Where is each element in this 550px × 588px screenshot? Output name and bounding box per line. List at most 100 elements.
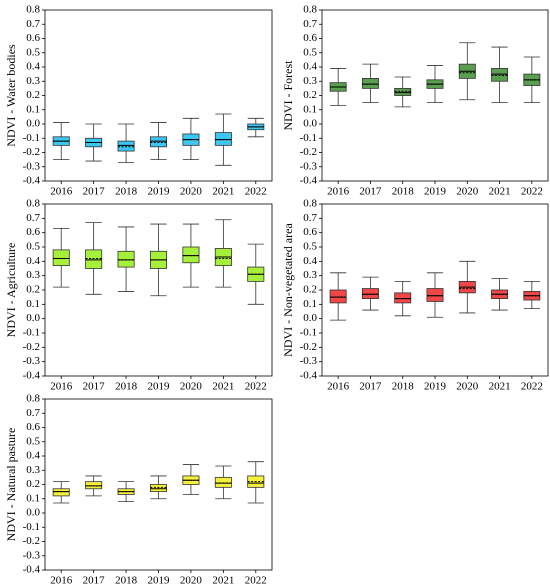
- y-tick-label: 0.8: [303, 198, 317, 210]
- y-tick-label: -0.4: [23, 175, 41, 187]
- box: [182, 246, 200, 264]
- x-tick-label: 2017: [83, 575, 106, 587]
- x-tick-label: 2019: [148, 186, 171, 198]
- y-tick-label: 0.2: [303, 89, 317, 101]
- y-tick-label: 0.8: [303, 4, 317, 16]
- y-tick-label: 0.6: [303, 32, 317, 44]
- y-tick-label: 0.4: [26, 255, 40, 267]
- x-tick-label: 2020: [180, 575, 203, 587]
- y-tick-label: 0.0: [26, 118, 40, 130]
- y-tick-label: 0.8: [26, 4, 40, 16]
- x-tick-label: 2022: [245, 186, 267, 198]
- x-tick-label: 2022: [245, 575, 267, 587]
- y-tick-label: -0.1: [300, 327, 317, 339]
- y-tick-label: 0.8: [26, 198, 40, 210]
- y-tick-label: 0.7: [303, 212, 317, 224]
- x-tick-label: 2018: [392, 381, 415, 393]
- y-tick-label: 0.1: [303, 103, 317, 115]
- y-tick-label: 0.4: [303, 61, 317, 73]
- y-tick-label: 0.0: [26, 312, 40, 324]
- x-tick-label: 2016: [50, 575, 73, 587]
- box: [491, 68, 509, 82]
- y-axis-label: NDVI - Water bodies: [4, 44, 18, 147]
- y-tick-label: -0.1: [23, 132, 40, 144]
- y-axis-label: NDVI - Natural pasture: [4, 428, 18, 542]
- y-tick-label: 0.5: [26, 241, 40, 253]
- x-tick-label: 2017: [83, 186, 106, 198]
- box: [85, 481, 103, 490]
- box: [426, 288, 444, 302]
- y-tick-label: -0.3: [23, 549, 41, 561]
- y-tick-label: -0.4: [300, 370, 318, 382]
- y-tick-label: 0.8: [26, 393, 40, 405]
- y-tick-label: -0.2: [23, 146, 40, 158]
- y-tick-label: 0.7: [303, 18, 317, 30]
- y-tick-label: -0.1: [300, 132, 317, 144]
- x-tick-label: 2022: [521, 186, 543, 198]
- y-tick-label: 0.6: [26, 32, 40, 44]
- y-tick-label: 0.2: [303, 284, 317, 296]
- box: [361, 288, 379, 300]
- x-tick-label: 2018: [115, 575, 138, 587]
- y-tick-label: -0.4: [23, 370, 41, 382]
- y-tick-label: 0.3: [26, 75, 40, 87]
- y-tick-label: 0.3: [303, 75, 317, 87]
- x-tick-label: 2018: [392, 186, 415, 198]
- y-tick-label: 0.3: [26, 464, 40, 476]
- x-tick-label: 2020: [180, 186, 203, 198]
- x-tick-label: 2021: [489, 381, 511, 393]
- y-tick-label: -0.1: [23, 327, 40, 339]
- box: [52, 249, 70, 267]
- x-tick-label: 2016: [50, 186, 73, 198]
- x-tick-label: 2021: [212, 575, 234, 587]
- y-tick-label: -0.1: [23, 521, 40, 533]
- y-tick-label: 0.5: [303, 46, 317, 58]
- x-tick-label: 2019: [424, 186, 447, 198]
- y-tick-label: -0.2: [300, 341, 317, 353]
- x-tick-label: 2020: [456, 381, 479, 393]
- box: [85, 249, 103, 269]
- y-tick-label: 0.3: [26, 269, 40, 281]
- y-tick-label: 0.4: [26, 450, 40, 462]
- x-tick-label: 2021: [489, 186, 511, 198]
- box: [214, 476, 232, 488]
- y-tick-label: 0.1: [26, 103, 40, 115]
- box: [117, 140, 135, 152]
- box: [214, 132, 232, 146]
- y-tick-label: 0.0: [303, 312, 317, 324]
- x-tick-label: 2021: [212, 381, 234, 393]
- y-tick-label: 0.1: [26, 298, 40, 310]
- x-tick-label: 2016: [327, 381, 350, 393]
- box: [361, 78, 379, 89]
- y-tick-label: -0.2: [23, 341, 40, 353]
- box: [149, 484, 168, 493]
- x-tick-label: 2020: [456, 186, 479, 198]
- y-tick-label: 0.5: [303, 241, 317, 253]
- box: [329, 289, 347, 304]
- y-tick-label: 0.4: [26, 61, 40, 73]
- y-tick-label: -0.2: [300, 146, 317, 158]
- y-axis-label: NDVI - Forest: [281, 60, 295, 131]
- y-tick-label: -0.2: [23, 535, 40, 547]
- y-tick-label: 0.3: [303, 269, 317, 281]
- y-tick-label: 0.0: [303, 118, 317, 130]
- box: [149, 136, 168, 148]
- x-tick-label: 2019: [424, 381, 447, 393]
- y-axis-label: NDVI - Agriculture: [4, 243, 18, 338]
- y-tick-label: 0.4: [303, 255, 317, 267]
- y-tick-label: 0.7: [26, 18, 40, 30]
- y-tick-label: 0.6: [26, 226, 40, 238]
- x-tick-label: 2016: [327, 186, 350, 198]
- y-axis-label: NDVI - Non-vegetated area: [281, 223, 295, 357]
- x-tick-label: 2017: [83, 381, 106, 393]
- x-tick-label: 2017: [359, 186, 382, 198]
- x-tick-label: 2019: [148, 381, 171, 393]
- y-tick-label: 0.2: [26, 284, 40, 296]
- y-tick-label: 0.5: [26, 46, 40, 58]
- x-tick-label: 2022: [521, 381, 543, 393]
- box: [117, 250, 135, 268]
- x-tick-label: 2018: [115, 381, 138, 393]
- y-tick-label: 0.0: [26, 507, 40, 519]
- x-tick-label: 2021: [212, 186, 234, 198]
